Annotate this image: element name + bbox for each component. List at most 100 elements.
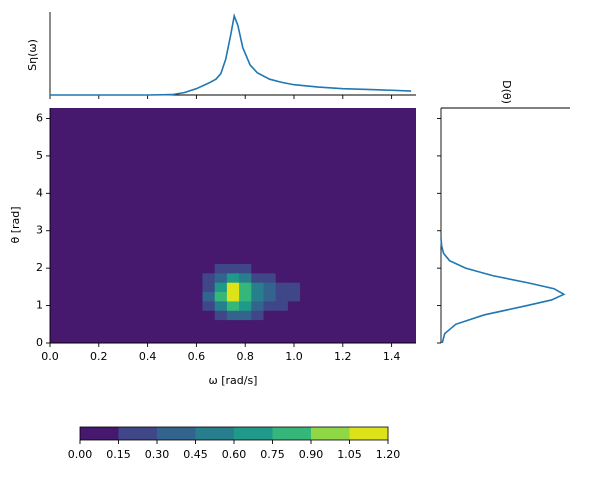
contour-cell: [178, 282, 191, 293]
contour-cell: [178, 291, 191, 302]
contour-cell: [275, 319, 289, 330]
x-tick-label: 1.2: [334, 350, 352, 363]
contour-cell: [226, 319, 240, 330]
colorbar-tick-label: 0.00: [68, 448, 93, 461]
colorbar-tick-label: 1.20: [376, 448, 401, 461]
colorbar-band: [349, 427, 389, 440]
contour-cell: [275, 254, 289, 264]
contour-cell: [287, 254, 301, 264]
colorbar-tick-label: 0.30: [145, 448, 170, 461]
contour-cell: [226, 282, 240, 293]
contour-cell: [190, 282, 203, 293]
contour-cell: [251, 291, 264, 302]
contour-cell: [263, 282, 277, 293]
contour-cell: [214, 263, 228, 274]
x-tick-label: 1.4: [383, 350, 401, 363]
x-tick-label: 1.0: [285, 350, 303, 363]
contour-cell: [202, 254, 216, 264]
contour-cell: [190, 254, 203, 264]
colorbar-band: [80, 427, 119, 440]
contour-cell: [263, 263, 277, 274]
x-tick-label: 0.8: [236, 350, 254, 363]
contour-cell: [300, 291, 313, 302]
contour-cell: [263, 291, 277, 302]
contour-cell: [300, 319, 313, 330]
contour-cell: [190, 300, 203, 311]
contour-cell: [312, 291, 325, 302]
colorbar-tick-label: 0.75: [260, 448, 285, 461]
contour-cell: [202, 319, 216, 330]
contour-cell: [251, 272, 264, 283]
y-tick-label: 4: [36, 186, 43, 199]
contour-cell: [251, 263, 264, 274]
contour-cell: [275, 300, 289, 311]
x-tick-label: 0.0: [41, 350, 59, 363]
contour-cell: [239, 282, 252, 293]
y-tick-label: 2: [36, 261, 43, 274]
x-tick-label: 0.6: [188, 350, 206, 363]
contour-cell: [312, 272, 325, 283]
contour-cell: [214, 319, 228, 330]
contour-cell: [214, 300, 228, 311]
contour-cell: [226, 263, 240, 274]
contour-cell: [239, 272, 252, 283]
contour-cell: [251, 254, 264, 264]
contour-cell: [202, 300, 216, 311]
colorbar-band: [311, 427, 350, 440]
contour-cell: [251, 282, 264, 293]
contour-cell: [178, 310, 191, 321]
contour-cell: [300, 263, 313, 274]
contour-cell: [178, 254, 191, 264]
contour-cell: [275, 263, 289, 274]
spreading-line: [440, 238, 566, 344]
contour-cell: [202, 310, 216, 321]
x-tick-label: 0.4: [139, 350, 157, 363]
contour-cell: [275, 282, 289, 293]
colorbar-band: [272, 427, 312, 440]
contour-cell: [251, 319, 264, 330]
contour-cell: [202, 282, 216, 293]
y-axis-label: θ [rad]: [9, 206, 22, 243]
contour-cell: [178, 272, 191, 283]
contour-cell: [190, 291, 203, 302]
contour-cell: [202, 291, 216, 302]
contour-cell: [239, 300, 252, 311]
colorbar-tick-label: 0.60: [222, 448, 247, 461]
contour-cell: [190, 263, 203, 274]
contour-cell: [312, 263, 325, 274]
contour-cell: [251, 300, 264, 311]
colorbar-band: [195, 427, 235, 440]
contour-cell: [312, 300, 325, 311]
contour-cell: [239, 291, 252, 302]
contour-cell: [263, 272, 277, 283]
contour-cell: [226, 310, 240, 321]
colorbar-tick-label: 0.45: [183, 448, 208, 461]
contour-cell: [178, 263, 191, 274]
y-tick-label: 5: [36, 149, 43, 162]
contour-cell: [287, 300, 301, 311]
x-tick-label: 0.2: [90, 350, 108, 363]
contour-cell: [251, 310, 264, 321]
contour-cell: [300, 282, 313, 293]
y-tick-label: 1: [36, 299, 43, 312]
y-tick-label: 3: [36, 224, 43, 237]
contour-cell: [190, 310, 203, 321]
contour-cell: [226, 272, 240, 283]
contour-cell: [300, 310, 313, 321]
contour-cell: [263, 300, 277, 311]
contour-cell: [226, 291, 240, 302]
contour-cell: [263, 254, 277, 264]
contour-cell: [239, 310, 252, 321]
right-title: D(θ): [500, 80, 513, 104]
contour-cell: [287, 272, 301, 283]
x-axis-label: ω [rad/s]: [209, 374, 258, 387]
contour-cell: [239, 319, 252, 330]
contour-cell: [214, 254, 228, 264]
contour-cell: [190, 319, 203, 330]
contour-cell: [178, 319, 191, 330]
contour-cell: [202, 272, 216, 283]
contour-cell: [287, 291, 301, 302]
colorbar-tick-label: 1.05: [337, 448, 362, 461]
contour-cell: [312, 310, 325, 321]
